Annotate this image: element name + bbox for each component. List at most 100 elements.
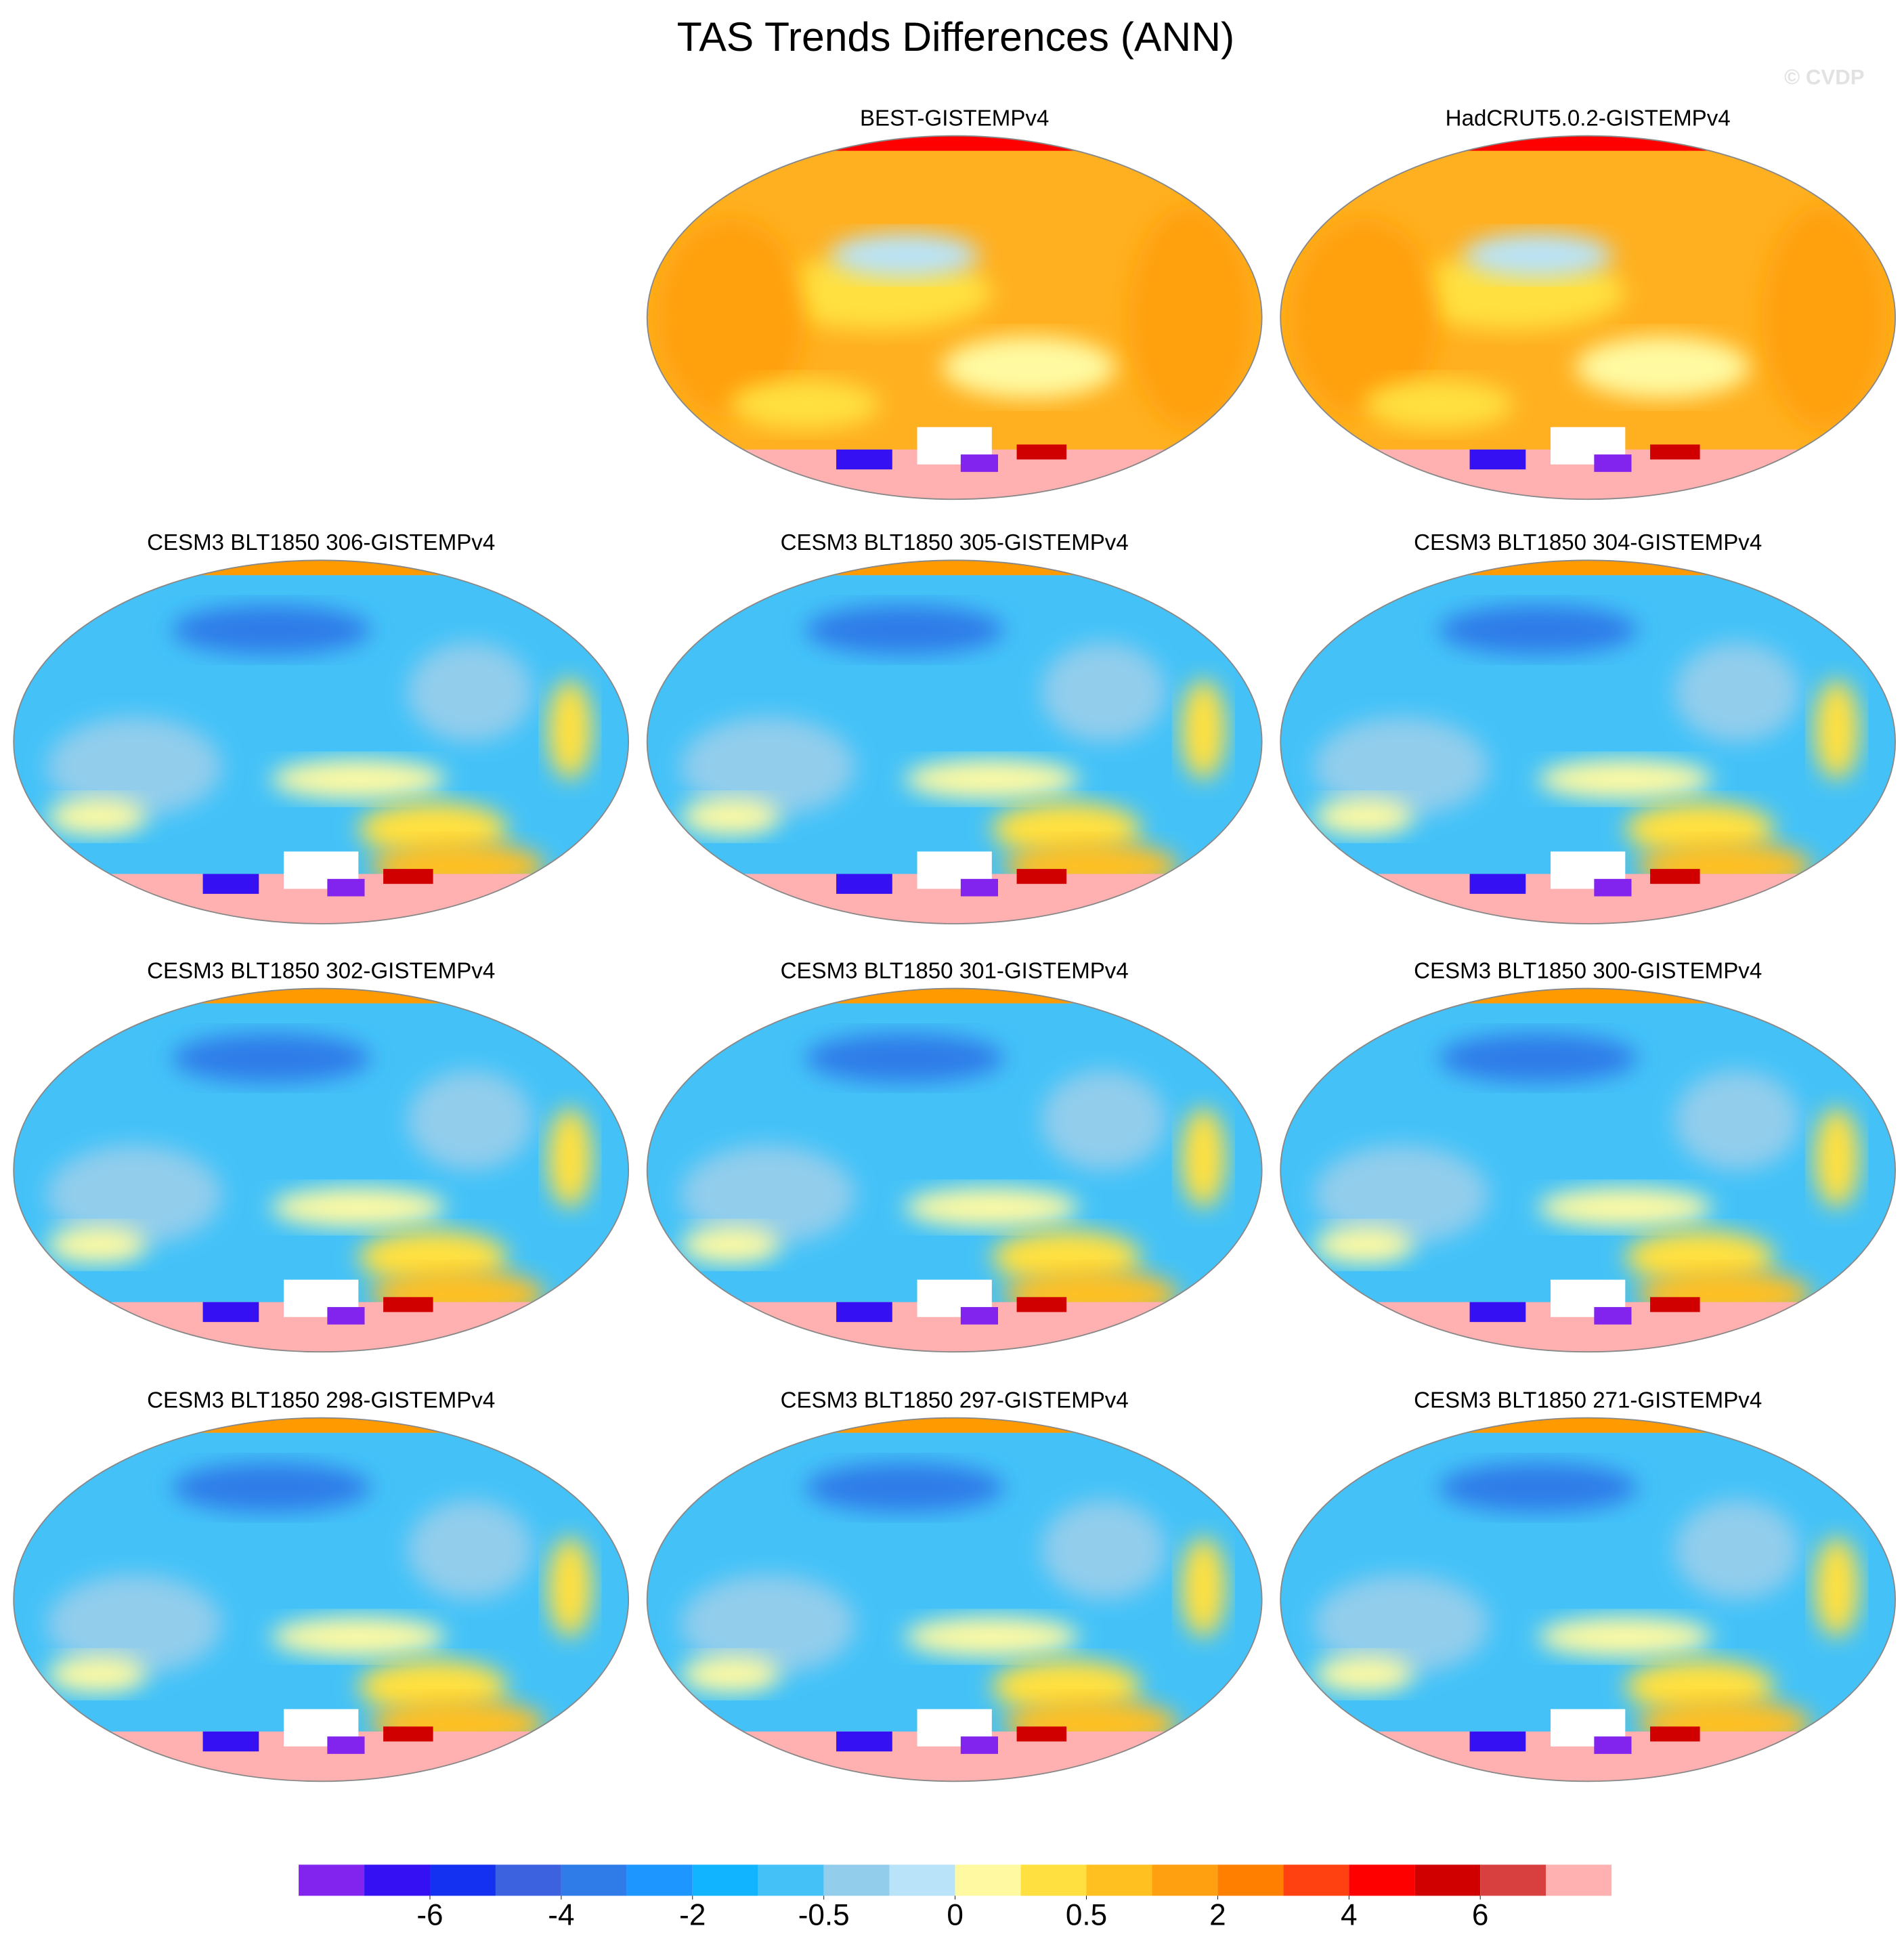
colorbar-box: [955, 1864, 1021, 1896]
map-region: [1181, 1107, 1226, 1208]
antarctic-warm: [383, 1297, 433, 1312]
map-panel: CESM3 BLT1850 302-GISTEMPv4: [13, 958, 630, 1353]
colorbar-box: [1546, 1864, 1612, 1896]
map-field: [647, 560, 1262, 924]
map-region: [805, 1033, 1005, 1084]
colorbar-box: [1480, 1864, 1546, 1896]
map-region: [805, 1462, 1005, 1513]
colorbar-label: 6: [1472, 1898, 1489, 1931]
map-region: [680, 1655, 781, 1693]
map-outline: [13, 987, 630, 1353]
map-panel: HadCRUT5.0.2-GISTEMPv4: [1280, 106, 1897, 500]
antarctic-cold: [1469, 874, 1526, 894]
antarctic-warm: [1650, 444, 1700, 460]
colorbar-label: 0: [947, 1898, 964, 1931]
map-region: [1181, 679, 1226, 779]
map-region: [1814, 1107, 1859, 1208]
colorbar-box: [692, 1864, 758, 1896]
map-region: [47, 1145, 222, 1245]
map-region: [1364, 379, 1513, 430]
antarctic-cold: [1469, 1731, 1526, 1752]
map-region: [408, 642, 533, 742]
colorbar-box: [1283, 1864, 1349, 1896]
antarctic-cold: [836, 1731, 892, 1752]
antarctic-warm: [1650, 1297, 1700, 1312]
map-region: [1538, 1187, 1712, 1228]
map-region: [1314, 716, 1489, 817]
arctic-strip: [805, 988, 1104, 1004]
watermark: © CVDP: [1784, 65, 1864, 89]
colorbar-box: [758, 1864, 824, 1896]
antarctic-cold: [836, 874, 892, 894]
map-region: [271, 1187, 446, 1228]
arctic-strip: [805, 1417, 1104, 1433]
map-region: [1314, 1226, 1414, 1264]
map-region: [1674, 642, 1800, 742]
colorbar-box: [429, 1864, 496, 1896]
panel-title: CESM3 BLT1850 297-GISTEMPv4: [781, 1388, 1129, 1413]
map-field: [1280, 560, 1896, 924]
map-panel: CESM3 BLT1850 304-GISTEMPv4: [1280, 530, 1897, 924]
colorbar-box: [889, 1864, 955, 1896]
antarctic-warm: [1650, 1726, 1700, 1742]
colorbar-box: [1414, 1864, 1481, 1896]
map-field: [1280, 135, 1896, 500]
antarctic-cold: [327, 878, 365, 897]
map-field: [647, 135, 1262, 500]
arctic-strip: [171, 988, 471, 1004]
map-region: [1438, 1462, 1638, 1513]
map-region: [171, 1033, 371, 1084]
map-region: [905, 1187, 1079, 1228]
map-region: [680, 798, 781, 836]
antarctic-cold: [960, 1736, 999, 1754]
antarctic-cold: [202, 874, 259, 894]
map-outline: [1280, 135, 1897, 500]
antarctic-cold: [960, 1307, 999, 1325]
panel-title: CESM3 BLT1850 298-GISTEMPv4: [147, 1388, 495, 1413]
map-panel: BEST-GISTEMPv4: [646, 106, 1263, 500]
map-region: [408, 1070, 533, 1170]
map-outline: [1280, 559, 1897, 924]
colorbar-box: [299, 1864, 365, 1896]
map-region: [1575, 336, 1750, 399]
antarctic-warm: [1016, 444, 1067, 460]
colorbar-box: [1152, 1864, 1218, 1896]
panels: BEST-GISTEMPv4 HadCRUT5.0.2-GISTEMPv4 CESM…: [13, 106, 1897, 1782]
antarctic-warm: [383, 1726, 433, 1742]
antarctic-cold: [1594, 878, 1632, 897]
map-region: [905, 759, 1079, 800]
figure-title: TAS Trends Differences (ANN): [677, 14, 1234, 60]
panel-title: BEST-GISTEMPv4: [860, 106, 1049, 131]
antarctic-cold: [202, 1302, 259, 1323]
colorbar-label: 2: [1209, 1898, 1226, 1931]
colorbar-label: -2: [679, 1898, 706, 1931]
antarctic-warm: [1016, 869, 1067, 884]
map-panel: CESM3 BLT1850 305-GISTEMPv4: [646, 530, 1263, 924]
map-region: [47, 716, 222, 817]
map-region: [680, 1145, 855, 1245]
map-region: [1814, 1537, 1859, 1638]
colorbar-box: [1349, 1864, 1415, 1896]
colorbar-box: [364, 1864, 430, 1896]
arctic-strip: [1438, 560, 1737, 576]
arctic-strip: [171, 560, 471, 576]
colorbar: -6 -4 -2 -0.5 0 0.5 2 4 6: [299, 1864, 1612, 1931]
panel-title: CESM3 BLT1850 300-GISTEMPv4: [1414, 958, 1762, 983]
map-region: [47, 1226, 147, 1264]
map-outline: [1280, 1417, 1897, 1782]
map-field: [1280, 988, 1896, 1352]
colorbar-box: [495, 1864, 561, 1896]
antarctic-cold: [1594, 1736, 1632, 1754]
colorbar-box: [1217, 1864, 1284, 1896]
antarctic-cold: [327, 1307, 365, 1325]
map-region: [1314, 1655, 1414, 1693]
panel-title: CESM3 BLT1850 301-GISTEMPv4: [781, 958, 1129, 983]
panel-title: CESM3 BLT1850 302-GISTEMPv4: [147, 958, 495, 983]
antarctic-cold: [836, 1302, 892, 1323]
map-field: [14, 560, 629, 924]
arctic-strip: [1438, 1417, 1737, 1433]
arctic-strip: [1438, 135, 1737, 151]
map-outline: [646, 1417, 1263, 1782]
antarctic-cold: [1469, 1302, 1526, 1323]
map-region: [1438, 605, 1638, 655]
